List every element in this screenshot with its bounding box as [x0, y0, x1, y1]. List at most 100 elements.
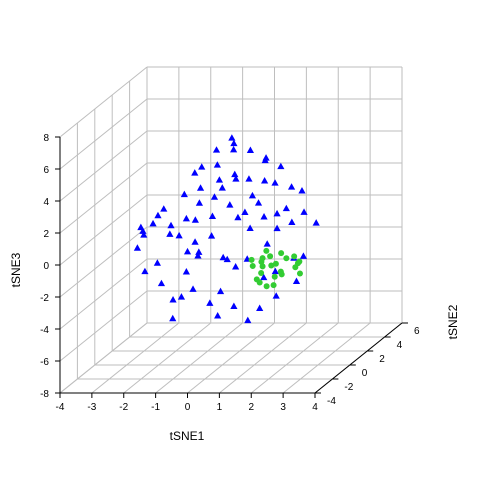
- triangle-point: [246, 224, 254, 231]
- triangle-point: [219, 253, 227, 261]
- y-tick-label: 4: [397, 340, 403, 351]
- z-axis-title: tSNE3: [9, 252, 23, 287]
- x-tick-label: 3: [280, 402, 286, 413]
- grid-line: [59, 98, 148, 170]
- circle-point: [267, 253, 274, 260]
- triangle-point: [215, 176, 224, 183]
- triangle-point: [232, 175, 240, 182]
- triangle-point: [153, 259, 161, 266]
- grid-line: [219, 322, 307, 394]
- triangle-point: [216, 287, 225, 295]
- triangle-point: [248, 191, 257, 199]
- triangle-point: [195, 248, 203, 255]
- y-tick-label: 2: [379, 354, 385, 365]
- grid-line: [59, 290, 148, 362]
- triangle-point: [273, 209, 281, 217]
- triangle-point: [177, 293, 186, 300]
- grid-line: [91, 322, 180, 394]
- circle-point: [296, 270, 303, 277]
- triangle-point: [213, 161, 221, 168]
- triangle-point: [214, 312, 222, 319]
- circle-point: [272, 260, 279, 267]
- x-tick-label: -4: [56, 402, 65, 413]
- triangle-point: [230, 145, 238, 153]
- circle-point: [256, 279, 263, 286]
- triangle-point: [254, 199, 263, 206]
- z-tick-label: 0: [43, 261, 49, 272]
- x-tick-label: -1: [151, 402, 160, 413]
- triangle-point: [299, 252, 308, 259]
- circle-point: [268, 262, 275, 269]
- triangle-point: [182, 214, 190, 222]
- grid-line: [59, 258, 148, 330]
- triangle-point: [140, 231, 148, 238]
- triangle-point: [277, 162, 285, 170]
- triangle-point: [232, 263, 240, 270]
- circle-point: [278, 250, 285, 257]
- triangle-point: [194, 252, 202, 259]
- grid-line: [187, 322, 275, 394]
- circle-point: [258, 270, 265, 276]
- triangle-point: [312, 219, 320, 226]
- triangle-point: [175, 231, 183, 239]
- triangle-point: [206, 299, 214, 306]
- circle-point: [271, 273, 278, 280]
- triangle-point: [223, 255, 231, 263]
- y-tick-label: -4: [327, 396, 336, 407]
- circle-point: [249, 263, 256, 269]
- z-tick-label: 2: [43, 229, 49, 240]
- circle-point: [263, 247, 270, 254]
- triangle-point: [191, 169, 199, 176]
- circle-point: [263, 283, 270, 290]
- grid-line: [59, 162, 148, 234]
- axes: [55, 136, 408, 398]
- triangle-point: [298, 187, 306, 194]
- circle-point: [259, 255, 266, 262]
- triangle-point: [212, 146, 221, 153]
- triangle-point: [230, 139, 238, 147]
- triangle-point: [271, 267, 279, 275]
- triangle-point: [287, 183, 296, 190]
- triangle-point: [195, 199, 204, 206]
- x-tick-label: 0: [185, 402, 191, 413]
- triangle-point: [288, 218, 296, 225]
- triangle-point: [180, 190, 188, 198]
- data-points: [133, 134, 320, 324]
- triangle-point: [169, 314, 177, 322]
- triangle-point: [191, 216, 199, 223]
- grid-line: [250, 322, 339, 394]
- triangle-point: [263, 240, 271, 247]
- triangle-point: [260, 273, 268, 281]
- x-tick-label: 1: [217, 402, 223, 413]
- triangle-point: [198, 163, 206, 170]
- y-axis-title: tSNE2: [446, 304, 460, 339]
- x-axis-title: tSNE1: [170, 429, 205, 443]
- circle-point: [270, 282, 277, 289]
- grid-line: [59, 130, 148, 202]
- triangle-point: [141, 267, 149, 275]
- grid: [59, 66, 403, 394]
- triangle-point: [272, 292, 280, 299]
- x-tick-label: -3: [87, 402, 96, 413]
- triangle-point: [133, 244, 141, 251]
- z-tick-label: -2: [40, 293, 49, 304]
- triangle-point: [271, 179, 279, 186]
- circle-point: [296, 258, 303, 265]
- z-tick-label: 4: [43, 197, 49, 208]
- grid-line: [282, 322, 371, 394]
- x-tick-label: 2: [248, 402, 254, 413]
- circle-point: [283, 255, 290, 262]
- triangle-point: [218, 184, 226, 191]
- grid-line: [59, 66, 148, 138]
- triangle-point: [207, 232, 216, 239]
- triangle-point: [191, 238, 199, 245]
- triangle-point: [166, 230, 174, 237]
- triangle-point: [189, 285, 197, 292]
- y-tick-label: 6: [414, 326, 420, 337]
- triangle-point: [273, 224, 281, 232]
- z-tick-label: -8: [40, 389, 49, 400]
- circle-point: [259, 263, 266, 270]
- triangle-point: [234, 213, 242, 221]
